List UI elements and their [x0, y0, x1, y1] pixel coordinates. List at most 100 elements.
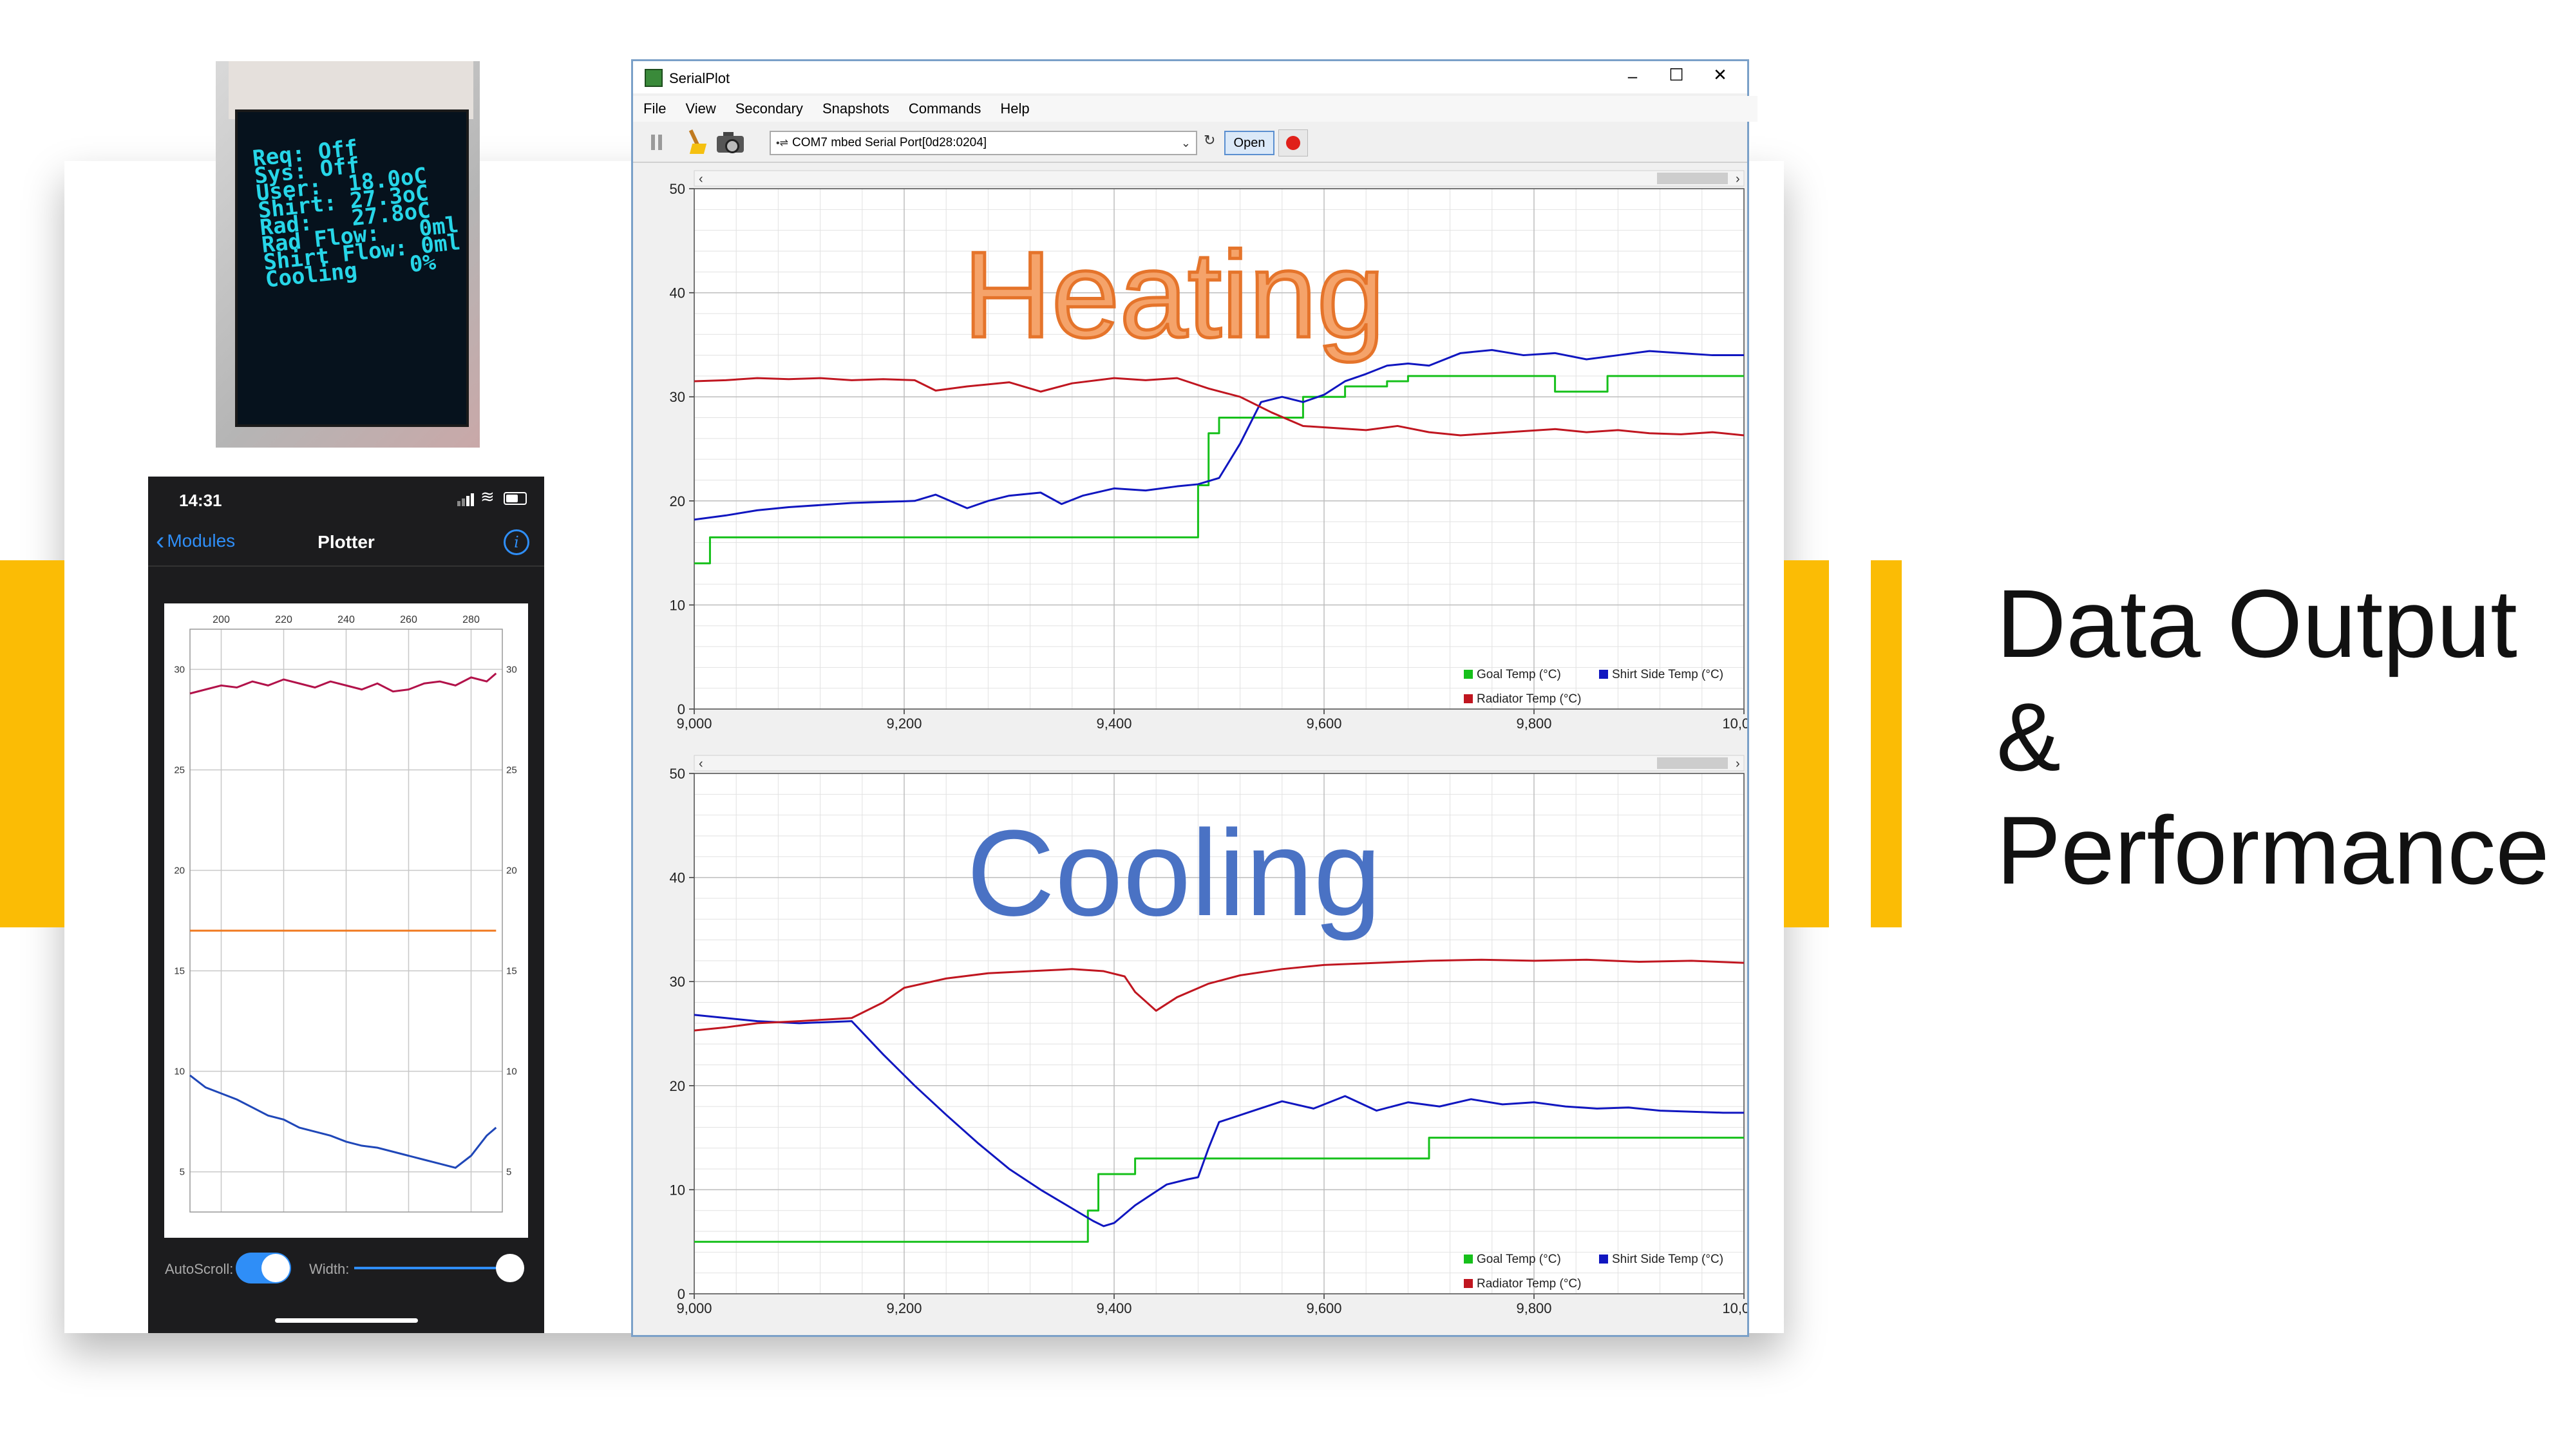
slide-title-line-1: Data Output: [1996, 569, 2517, 677]
series-line-2: [694, 377, 1745, 437]
serialplot-window: SerialPlot – ☐ ✕ File View Secondary Sna…: [631, 59, 1757, 1337]
x-tick-label: 220: [275, 614, 292, 625]
horizontal-scrollbar: [694, 170, 1745, 187]
plot-frame: [694, 188, 1745, 710]
battery-icon: [504, 492, 527, 505]
plot-frame: [694, 773, 1745, 1294]
x-tick-label: 9,000: [676, 1300, 712, 1316]
x-tick-label: 9,600: [1306, 1300, 1341, 1316]
open-button[interactable]: Open: [1224, 131, 1274, 155]
y-tick-label: 40: [670, 870, 685, 886]
legend-swatch: [1464, 694, 1473, 703]
series-line-1: [694, 1014, 1744, 1227]
legend-label: Shirt Side Temp (°C): [1612, 668, 1723, 681]
y-tick-label: 30: [670, 389, 685, 405]
info-icon[interactable]: i: [504, 529, 529, 555]
accent-bar-right-1: [1784, 560, 1829, 927]
plot-background: [694, 189, 1744, 709]
y-tick-label-left: 20: [174, 865, 185, 876]
y-tick-label: 20: [670, 1078, 685, 1094]
autoscroll-toggle[interactable]: [236, 1253, 291, 1283]
x-tick-label: 9,200: [886, 715, 922, 732]
series-line-2: [189, 1074, 497, 1169]
cooling-plot-chart: ‹ › 9,000 9,200 9,400 9,600 9,800 10,000 0 10 20 30…: [633, 754, 1747, 1334]
port-select-value: COM7 mbed Serial Port[0d28:0204]: [792, 136, 987, 149]
menu-commands[interactable]: Commands: [908, 100, 981, 117]
record-icon: [1286, 136, 1300, 150]
app-icon: [645, 69, 663, 87]
y-tick-label: 10: [670, 597, 685, 613]
y-tick-label: 40: [670, 285, 685, 301]
minimize-button[interactable]: –: [1627, 66, 1638, 86]
x-tick-label: 9,800: [1516, 1300, 1551, 1316]
legend-swatch: [1464, 1279, 1473, 1288]
y-tick-label-right: 15: [506, 966, 517, 977]
signal-icon: [457, 493, 474, 506]
x-tick-label: 10,000: [1722, 715, 1747, 732]
autoscroll-label: AutoScroll:: [165, 1261, 234, 1277]
accent-bar-left: [0, 560, 64, 927]
menu-help[interactable]: Help: [1000, 100, 1030, 117]
legend-swatch: [1464, 1255, 1473, 1264]
autoscroll-toggle-knob: [261, 1254, 290, 1282]
record-button[interactable]: [1278, 129, 1308, 156]
oled-screen: Req: Off Sys: Off User: 18.0oC Shirt: 27…: [235, 109, 469, 427]
y-tick-label-right: 10: [506, 1066, 517, 1077]
window-titlebar[interactable]: SerialPlot – ☐ ✕: [633, 61, 1747, 93]
refresh-icon[interactable]: ↻: [1204, 132, 1216, 148]
horizontal-scrollbar: [694, 755, 1745, 772]
y-tick-label: 0: [677, 1286, 685, 1302]
status-time: 14:31: [179, 491, 222, 510]
nav-divider: [148, 565, 544, 567]
y-tick-label-right: 25: [506, 764, 517, 775]
menu-snapshots[interactable]: Snapshots: [822, 100, 889, 117]
wifi-icon: ≋: [480, 487, 495, 506]
width-slider-thumb[interactable]: [496, 1254, 524, 1282]
home-indicator: [275, 1318, 418, 1323]
width-slider[interactable]: [354, 1253, 528, 1283]
slide-title: Data Output & Performance: [1996, 567, 2563, 907]
legend-swatch: [1599, 670, 1608, 679]
oled-display-photo: Req: Off Sys: Off User: 18.0oC Shirt: 27…: [216, 61, 480, 448]
y-tick-label-left: 10: [174, 1066, 185, 1077]
legend-swatch: [1599, 1255, 1608, 1264]
chevron-down-icon: ⌄: [1180, 136, 1191, 149]
y-tick-label: 20: [670, 493, 685, 509]
menu-secondary[interactable]: Secondary: [735, 100, 803, 117]
y-tick-label: 50: [670, 181, 685, 197]
close-button[interactable]: ✕: [1713, 65, 1727, 84]
scroll-left-arrow-icon: ‹: [699, 172, 703, 186]
x-tick-label: 9,400: [1096, 1300, 1132, 1316]
x-tick-label: 9,200: [886, 1300, 922, 1316]
oled-text-block: Req: Off Sys: Off User: 18.0oC Shirt: 27…: [251, 129, 471, 293]
scrollbar-thumb: [1657, 173, 1728, 184]
y-tick-label-left: 30: [174, 664, 185, 675]
x-tick-label: 200: [213, 614, 230, 625]
phone-screenshot: 14:31 ≋ ‹ Modules Plotter i 200 220 240 260…: [148, 477, 544, 1333]
width-slider-track: [354, 1267, 515, 1269]
x-tick-label: 9,400: [1096, 715, 1132, 732]
menu-file[interactable]: File: [643, 100, 667, 117]
slide-title-line-3: Performance: [1996, 796, 2550, 904]
pause-icon[interactable]: [650, 135, 664, 150]
plot-frame: [189, 629, 503, 1213]
port-select[interactable]: •⇌ COM7 mbed Serial Port[0d28:0204] ⌄: [770, 131, 1197, 155]
usb-icon: •⇌: [776, 138, 789, 149]
toolbar: •⇌ COM7 mbed Serial Port[0d28:0204] ⌄ ↻ …: [633, 123, 1747, 163]
y-tick-label: 50: [670, 766, 685, 782]
scroll-right-arrow-icon: ›: [1736, 757, 1740, 771]
x-tick-label: 9,600: [1306, 715, 1341, 732]
window-title: SerialPlot: [669, 70, 730, 86]
maximize-button[interactable]: ☐: [1669, 65, 1684, 84]
y-tick-label-left: 25: [174, 764, 185, 775]
chevron-left-icon: ‹: [156, 527, 165, 555]
plot-title: Cooling: [967, 805, 1381, 942]
camera-icon[interactable]: [717, 132, 744, 153]
legend-label: Radiator Temp (°C): [1477, 692, 1581, 706]
series-line-0: [694, 1137, 1744, 1243]
legend-label: Shirt Side Temp (°C): [1612, 1253, 1723, 1266]
nav-back-button[interactable]: ‹ Modules: [156, 528, 235, 554]
clear-broom-icon[interactable]: [683, 129, 707, 155]
y-tick-label: 10: [670, 1182, 685, 1198]
menu-view[interactable]: View: [685, 100, 716, 117]
